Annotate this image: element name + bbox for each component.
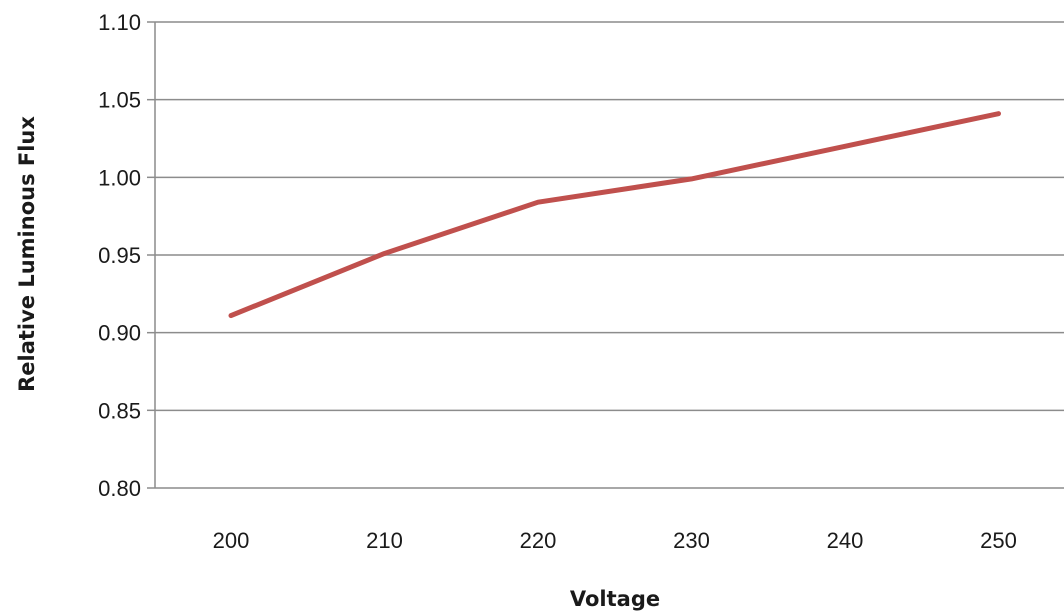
y-tick-label: 0.90 bbox=[98, 321, 141, 346]
series-line bbox=[228, 111, 1001, 319]
x-tick-label: 240 bbox=[827, 528, 864, 553]
x-axis-title: Voltage bbox=[570, 587, 660, 611]
x-tick-label: 250 bbox=[980, 528, 1017, 553]
y-tick-label: 0.95 bbox=[98, 243, 141, 268]
y-tick-label: 0.85 bbox=[98, 398, 141, 423]
series bbox=[228, 111, 1001, 319]
gridlines bbox=[155, 21, 1064, 412]
y-axis-title: Relative Luminous Flux bbox=[15, 116, 39, 392]
x-tick-label: 200 bbox=[213, 528, 250, 553]
axes bbox=[147, 21, 1064, 489]
x-tick-label: 230 bbox=[673, 528, 710, 553]
x-tick-label: 220 bbox=[520, 528, 557, 553]
x-tick-label: 210 bbox=[366, 528, 403, 553]
y-tick-label: 1.05 bbox=[98, 88, 141, 113]
x-tick-labels: 200 210 220 230 240 250 bbox=[213, 528, 1017, 553]
y-tick-label: 1.00 bbox=[98, 165, 141, 190]
y-tick-label: 1.10 bbox=[98, 10, 141, 35]
y-tick-labels: 0.80 0.85 0.90 0.95 1.00 1.05 1.10 bbox=[98, 10, 141, 501]
y-tick-label: 0.80 bbox=[98, 476, 141, 501]
